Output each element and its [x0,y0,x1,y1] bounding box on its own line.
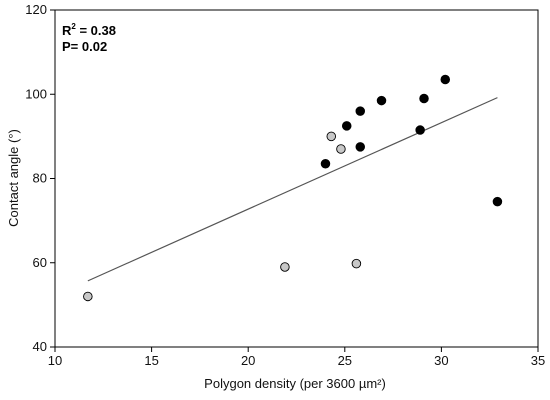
regression-line [87,97,498,282]
x-tick-label: 10 [48,353,62,368]
y-tick-label: 60 [33,255,47,270]
y-ticks: 40 60 80 100 120 [25,2,55,354]
r-squared-annotation: R2 = 0.38 [62,22,116,38]
data-point-black [492,196,503,207]
data-point-black [415,125,425,135]
data-point-black [440,74,451,85]
x-tick-label: 25 [338,353,352,368]
r2-superscript: 2 [71,22,76,31]
data-points [83,74,503,302]
y-tick-label: 120 [25,2,47,17]
y-tick-label: 40 [33,339,47,354]
data-point-black [355,106,366,116]
data-point-black [320,159,331,169]
y-axis-label: Contact angle (°) [6,129,21,227]
data-point-grey [83,291,93,302]
y-tick-label: 80 [33,171,47,186]
data-point-black [355,142,366,152]
x-tick-label: 15 [144,353,158,368]
axes [54,9,539,348]
x-ticks: 10 15 20 25 30 35 [48,347,545,368]
x-axis-label: Polygon density (per 3600 µm²) [204,376,386,391]
data-point-black [376,95,387,106]
x-tick-label: 35 [531,353,545,368]
plot-frame [54,9,539,348]
data-point-black [341,121,352,131]
data-point-grey [336,144,346,154]
data-point-black [419,93,429,104]
trendline-group [87,97,498,282]
x-tick-label: 30 [434,353,448,368]
data-point-grey [326,131,337,142]
p-value-annotation: P= 0.02 [62,39,107,54]
r2-letter: R [62,23,72,38]
data-point-grey [351,258,362,269]
r2-value: = 0.38 [76,23,116,38]
y-tick-label: 100 [25,86,47,101]
x-tick-label: 20 [241,353,255,368]
data-point-grey [280,262,290,272]
